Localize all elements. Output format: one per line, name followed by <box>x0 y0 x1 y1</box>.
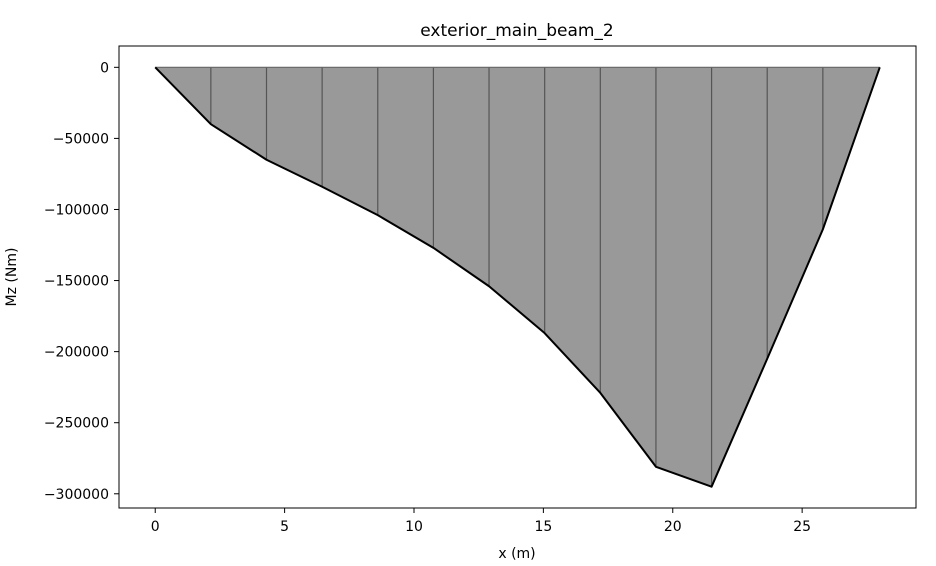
y-tick-label: −100000 <box>44 202 109 218</box>
x-tick-label: 10 <box>405 519 423 535</box>
y-tick-label: −50000 <box>53 131 109 147</box>
y-axis-ticks: 0 −50000 −100000 −150000 −200000 −250000 −3000… <box>44 60 119 503</box>
x-tick-label: 20 <box>664 519 682 535</box>
x-tick-label: 0 <box>151 519 160 535</box>
x-tick-label: 15 <box>534 519 552 535</box>
x-axis-ticks: 0 5 10 15 20 25 <box>151 508 811 535</box>
y-tick-label: −150000 <box>44 274 109 290</box>
axes-frame <box>118 45 917 509</box>
plot-area <box>154 66 881 488</box>
x-axis-label: x (m) <box>498 546 535 562</box>
chart-title: exterior_main_beam_2 <box>420 21 613 41</box>
moment-area <box>155 67 880 487</box>
moment-line <box>154 66 881 488</box>
y-tick-label: −200000 <box>44 345 109 361</box>
y-axis-label: Mz (Nm) <box>4 248 20 307</box>
y-tick-label: −250000 <box>44 416 109 432</box>
y-tick-label: −300000 <box>44 487 109 503</box>
x-tick-label: 5 <box>280 519 289 535</box>
y-tick-label: 0 <box>100 60 109 76</box>
x-tick-label: 25 <box>793 519 811 535</box>
